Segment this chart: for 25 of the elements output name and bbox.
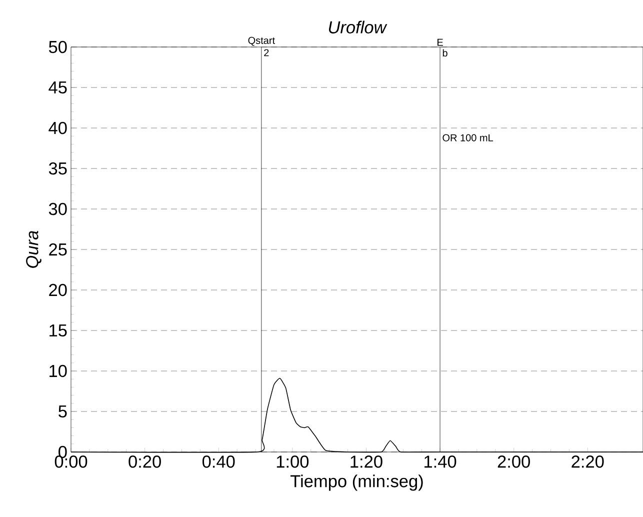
annotation: 2: [264, 49, 269, 56]
y-tick-label: 25: [49, 243, 67, 256]
annotation: OR 100 mL: [442, 134, 494, 142]
x-tick-label: 0:20: [128, 456, 161, 468]
y-tick-label: 5: [58, 405, 67, 418]
y-tick-label: 45: [48, 81, 67, 94]
y-tick-label: 15: [50, 324, 67, 337]
y-tick-label: 35: [48, 162, 67, 175]
ref-line-label: E: [438, 38, 443, 46]
x-tick-label: 1:40: [424, 456, 456, 468]
y-tick-label: 50: [48, 40, 67, 54]
y-axis-title: Qura: [26, 230, 42, 268]
x-tick-label: 0:40: [202, 456, 235, 468]
x-tick-label: 1:00: [276, 456, 309, 468]
x-axis-title: Tiempo (min:seg): [290, 474, 423, 491]
chart-title: Uroflow: [329, 20, 388, 34]
y-tick-label: 40: [48, 122, 67, 134]
annotation: b: [442, 49, 448, 57]
y-tick-label: 30: [48, 202, 67, 216]
y-tick-label: 10: [50, 364, 67, 378]
x-tick-label: 2:20: [572, 456, 604, 468]
x-tick-label: 2:00: [498, 456, 530, 468]
ref-line-label: Qstart: [248, 36, 275, 46]
x-tick-label: 1:20: [350, 456, 382, 468]
y-tick-label: 20: [49, 284, 67, 296]
